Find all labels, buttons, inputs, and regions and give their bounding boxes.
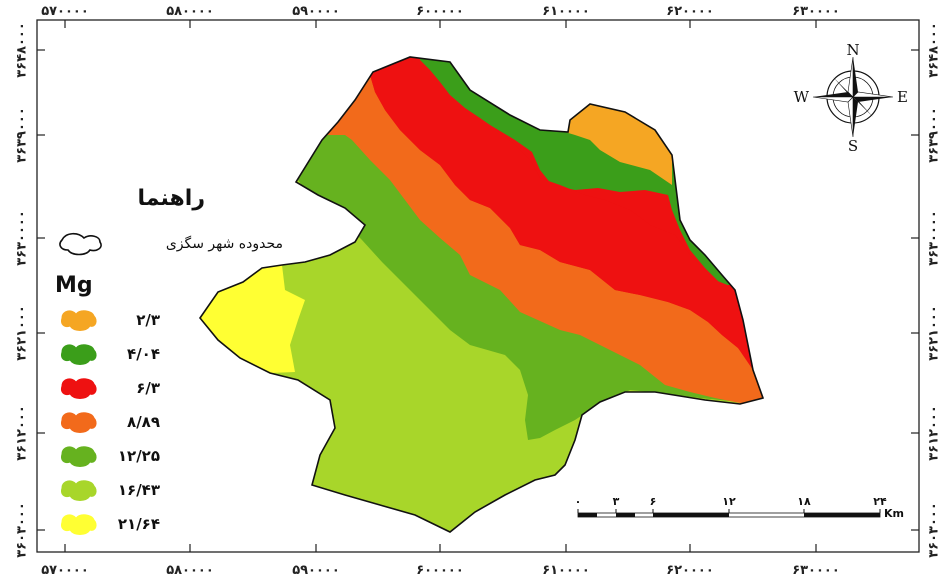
legend-swatch [61,514,97,535]
legend-swatch [61,310,97,331]
scale-tick-label: ۱۸ [797,495,811,508]
compass-w: W [794,88,810,106]
boundary-legend-label: محدوده شهر سگزی [166,235,283,252]
y-tick-label-left: ۳۶۳۰۰۰۰ [15,210,30,266]
compass-east-arm-light [852,91,894,98]
compass-se-arm [854,96,873,117]
scale-tick-label: ۶ [650,495,657,508]
legend-title: راهنما [138,186,205,211]
scale-tick-label: ۰ [575,495,582,508]
y-tick-label-left: ۳۶۳۹۰۰۰ [15,107,30,163]
legend-items: ۲/۳ ۴/۰۴ ۶/۳ ۸/۸۹ ۱۲/۲۵ ۱۶/۴۳ ۲۱/۶۴ [61,310,160,535]
x-tick-label-bottom: ۶۳۰۰۰۰ [792,563,840,578]
y-tick-label-right: ۳۶۳۰۰۰۰ [927,210,942,266]
y-tick-label-left: ۳۶۱۲۰۰۰ [15,405,30,461]
x-tick-label-top: ۵۷۰۰۰۰ [41,4,89,19]
boundary-legend-symbol [59,232,102,256]
compass-west-arm-light [812,96,854,103]
y-tick-label-right: ۳۶۱۲۰۰۰ [927,405,942,461]
legend-variable: Mg [55,273,93,298]
coordinate-ticks [37,20,919,552]
scale-bar-seg-3 [653,513,729,517]
legend-class-label: ۲۱/۶۴ [118,515,160,533]
y-tick-label-right: ۳۶۲۱۰۰۰ [927,305,942,361]
scale-tick-label: ۱۲ [722,495,736,508]
legend-class-label: ۱۲/۲۵ [118,447,160,465]
y-axis-left-labels: ۳۶۴۸۰۰۰ ۳۶۳۹۰۰۰ ۳۶۳۰۰۰۰ ۳۶۲۱۰۰۰ ۳۶۱۲۰۰۰ ۳۶۰۳۰… [15,22,30,558]
legend-class-label: ۱۶/۴۳ [118,481,160,499]
x-tick-label-top: ۵۹۰۰۰۰ [292,4,340,19]
x-tick-label-bottom: ۵۸۰۰۰۰ [166,563,214,578]
legend-swatch [61,412,97,433]
x-tick-label-top: ۶۳۰۰۰۰ [792,4,840,19]
x-tick-label-top: ۶۱۰۰۰۰ [542,4,590,19]
compass-rose: N S E W [794,41,908,155]
study-area-boundary [198,56,765,533]
scale-tick-label: ۲۴ [873,495,887,508]
legend-swatch [61,480,97,501]
scale-bar-ticks: ۰ ۳ ۶ ۱۲ ۱۸ ۲۴ [575,495,887,513]
legend-class-label: ۶/۳ [136,379,160,397]
compass-e: E [897,88,908,106]
y-tick-label-right: ۳۶۳۹۰۰۰ [927,107,942,163]
y-tick-label-left: ۳۶۰۳۰۰۰ [15,502,30,558]
legend-class-label: ۲/۳ [136,311,160,329]
y-tick-label-right: ۳۶۴۸۰۰۰ [927,22,942,78]
x-tick-label-top: ۶۰۰۰۰۰ [416,4,464,19]
x-axis-top-labels: ۵۷۰۰۰۰ ۵۸۰۰۰۰ ۵۹۰۰۰۰ ۶۰۰۰۰۰ ۶۱۰۰۰۰ ۶۲۰۰۰۰ ۶۳۰۰… [41,4,840,19]
x-tick-label-top: ۵۸۰۰۰۰ [166,4,214,19]
x-tick-label-bottom: ۶۱۰۰۰۰ [542,563,590,578]
x-tick-label-bottom: ۵۹۰۰۰۰ [292,563,340,578]
legend-swatch [61,344,97,365]
scale-bar-seg-2 [616,513,635,517]
legend: راهنما محدوده شهر سگزی Mg ۲/۳ ۴/۰۴ ۶/۳ ۸/۸۹… [55,186,283,535]
compass-s: S [848,137,858,155]
compass-nw-arm [833,77,852,98]
legend-swatch [61,446,97,467]
x-axis-bottom-labels: ۵۷۰۰۰۰ ۵۸۰۰۰۰ ۵۹۰۰۰۰ ۶۰۰۰۰۰ ۶۱۰۰۰۰ ۶۲۰۰۰۰ ۶۳۰۰… [41,563,840,578]
y-tick-label-left: ۳۶۲۱۰۰۰ [15,305,30,361]
x-tick-label-bottom: ۶۲۰۰۰۰ [666,563,714,578]
x-tick-label-bottom: ۶۰۰۰۰۰ [416,563,464,578]
scale-tick-label: ۳ [613,495,620,508]
y-tick-label-right: ۳۶۰۳۰۰۰ [927,502,942,558]
y-tick-label-left: ۳۶۴۸۰۰۰ [15,22,30,78]
legend-swatch [61,378,97,399]
compass-n: N [846,41,859,59]
zone-6-3-c [330,57,763,370]
x-tick-label-bottom: ۵۷۰۰۰۰ [41,563,89,578]
y-axis-right-labels: ۳۶۴۸۰۰۰ ۳۶۳۹۰۰۰ ۳۶۳۰۰۰۰ ۳۶۲۱۰۰۰ ۳۶۱۲۰۰۰ ۳۶۰۳۰… [927,22,942,558]
scale-bar-seg-1 [578,513,597,517]
x-tick-label-top: ۶۲۰۰۰۰ [666,4,714,19]
scale-bar-seg-4 [804,513,880,517]
legend-class-label: ۸/۸۹ [127,413,160,431]
scale-bar-unit: Km [884,507,904,520]
legend-class-label: ۴/۰۴ [127,345,160,363]
scale-bar: ۰ ۳ ۶ ۱۲ ۱۸ ۲۴ Km [575,495,904,520]
compass-north-arm-light [847,56,854,98]
